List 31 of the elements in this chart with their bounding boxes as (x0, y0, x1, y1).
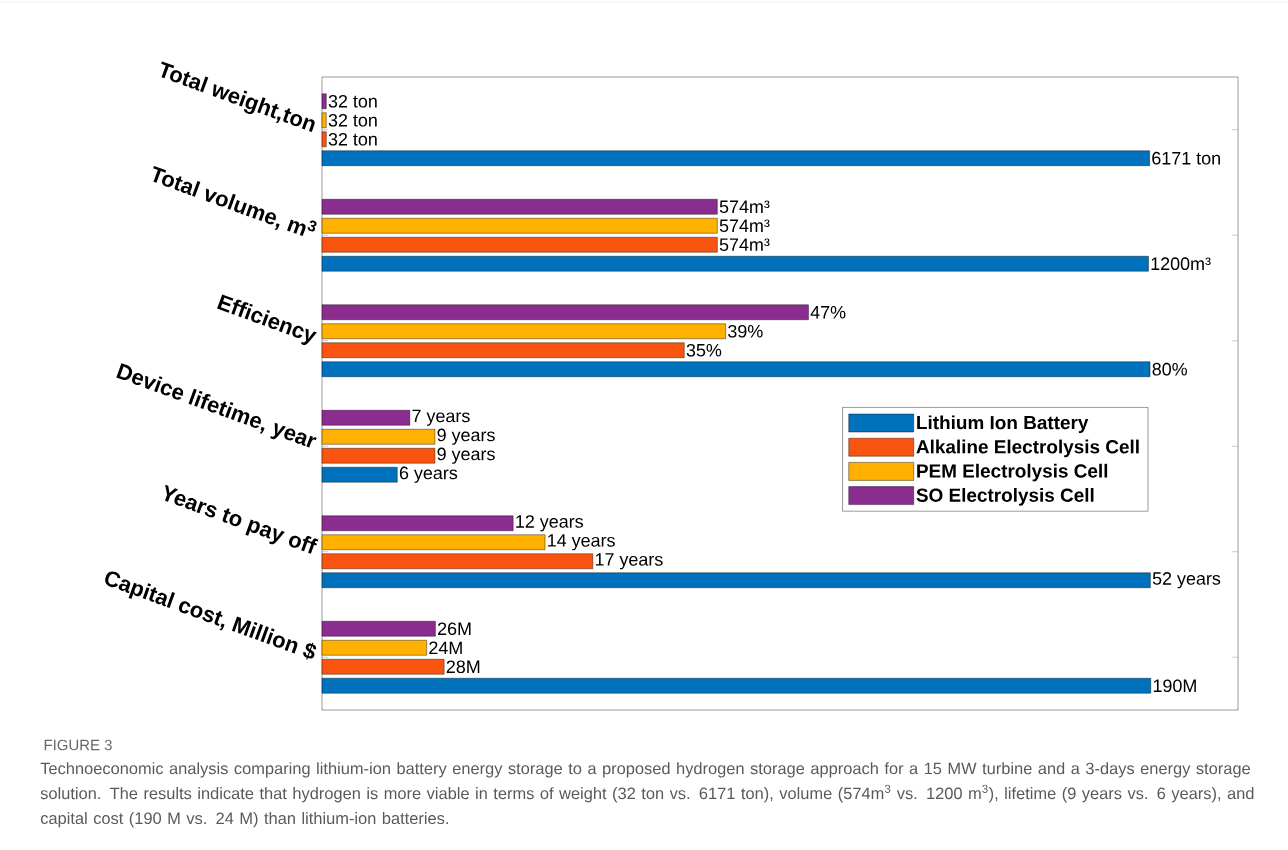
data-label: 17 years (595, 553, 663, 570)
data-label: 24M (429, 641, 462, 655)
data-label: 14 years (548, 534, 615, 551)
data-label: 47% (810, 305, 846, 319)
data-label: 32 ton (328, 132, 377, 146)
data-label: 39% (728, 324, 763, 338)
data-label: 26M (438, 622, 471, 636)
data-label: 6171 ton (1152, 151, 1220, 165)
legend-label: SO Electrolysis Cell (916, 487, 1094, 506)
data-label: 35% (686, 343, 722, 357)
data-label: 1200m³ (1151, 257, 1211, 271)
data-label: 12 years (516, 515, 583, 532)
data-label: 190M (1153, 679, 1196, 693)
data-label: 7 years (412, 409, 470, 426)
caption: FIGURE 3 (44, 739, 112, 751)
data-label: 80% (1152, 362, 1187, 376)
legend-label: Alkaline Electrolysis Cell (916, 439, 1139, 458)
legend-label: Lithium Ion Battery (917, 415, 1089, 434)
text: Technoeconomic analysis comparing lithium-ion battery energy storage to a proposed hydrogen storage approach for a 15 MW turbine and a 3-days energy storage solution. The results indicate that hydrogen is more viable in terms of weight (32 ton vs. 6171 ton), volume (574m$^{3}$ vs. 1200 m$^{3}$), lifetime (9 years vs. 6 years), and capital cost (190 M vs. 24 M) than lithium-ion batteries. (40, 762, 1254, 828)
data-label: 52 years (1152, 572, 1221, 589)
data-label: 32 ton (328, 113, 377, 127)
data-label: 574m³ (719, 200, 770, 214)
y-tick-label: Years to pay off (165, 484, 319, 554)
data-label: 9 years (437, 447, 495, 464)
data-label: 574m³ (719, 238, 770, 252)
legend-label: PEM Electrolysis Cell (917, 463, 1108, 482)
data-label: 32 ton (328, 94, 377, 108)
data-label: 28M (446, 660, 480, 674)
data-label: 9 years (437, 428, 495, 445)
data-label: 6 years (399, 466, 458, 483)
data-label: 574m³ (719, 219, 770, 233)
